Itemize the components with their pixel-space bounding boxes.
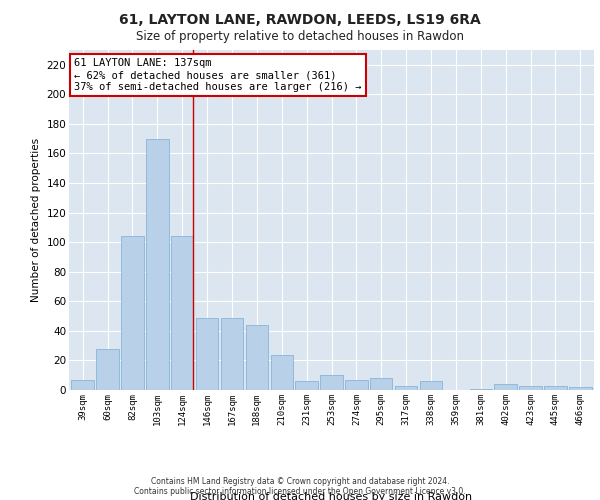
Bar (470, 388, 492, 390)
Text: Size of property relative to detached houses in Rawdon: Size of property relative to detached ho… (136, 30, 464, 43)
Bar (196, 318, 218, 390)
Text: 61 LAYTON LANE: 137sqm
← 62% of detached houses are smaller (361)
37% of semi-de: 61 LAYTON LANE: 137sqm ← 62% of detached… (74, 58, 362, 92)
X-axis label: Distribution of detached houses by size in Rawdon: Distribution of detached houses by size … (190, 492, 473, 500)
Bar (320, 375, 343, 390)
Bar (345, 380, 368, 390)
Bar (171, 236, 193, 390)
Y-axis label: Number of detached properties: Number of detached properties (31, 138, 41, 302)
Text: 61, LAYTON LANE, RAWDON, LEEDS, LS19 6RA: 61, LAYTON LANE, RAWDON, LEEDS, LS19 6RA (119, 12, 481, 26)
Bar (146, 138, 169, 390)
Bar (295, 381, 318, 390)
Text: Contains HM Land Registry data © Crown copyright and database right 2024.
Contai: Contains HM Land Registry data © Crown c… (134, 476, 466, 496)
Bar (245, 325, 268, 390)
Bar (97, 348, 119, 390)
Bar (221, 318, 243, 390)
Bar (121, 236, 143, 390)
Bar (71, 380, 94, 390)
Bar (569, 387, 592, 390)
Bar (520, 386, 542, 390)
Bar (420, 381, 442, 390)
Bar (494, 384, 517, 390)
Bar (395, 386, 418, 390)
Bar (271, 354, 293, 390)
Bar (544, 386, 566, 390)
Bar (370, 378, 392, 390)
